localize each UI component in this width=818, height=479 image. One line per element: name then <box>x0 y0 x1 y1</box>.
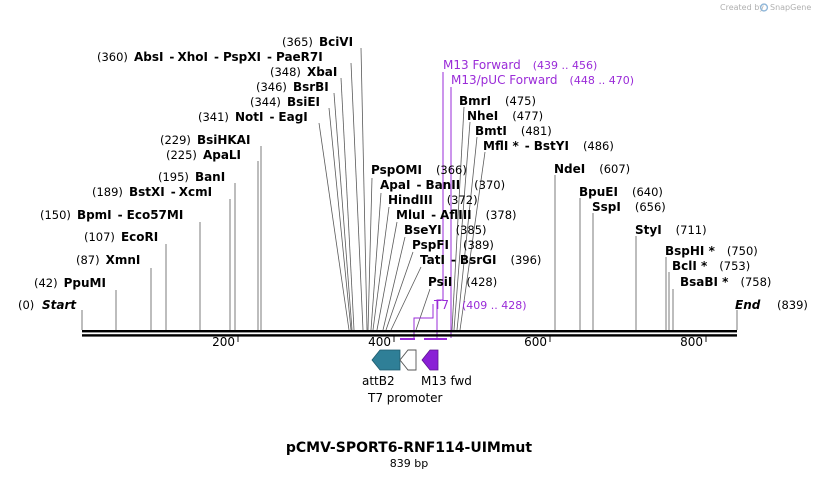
site-xmni[interactable]: (87) XmnI <box>76 253 140 267</box>
line-mlui <box>376 221 398 331</box>
primer-m13-forward[interactable]: M13 Forward (439 .. 456) <box>443 58 597 72</box>
site-apali[interactable]: (225) ApaLI <box>166 148 241 162</box>
site-ndei[interactable]: NdeI (607) <box>554 162 630 176</box>
site-bcivi[interactable]: (365) BciVI <box>282 35 353 49</box>
feature-m13-fwd-arrow[interactable] <box>421 349 439 371</box>
tick-800: 800 <box>680 335 703 349</box>
primer-t7[interactable]: T7 (409 .. 428) <box>433 298 527 312</box>
line-bmti <box>456 136 478 331</box>
line-bsiei <box>328 107 352 331</box>
site-noti[interactable]: (341) NotI - EagI <box>198 110 308 124</box>
end-label: End <box>735 298 761 312</box>
site-bani[interactable]: (195) BanI <box>158 170 225 184</box>
line-pspomi <box>367 177 373 331</box>
line-apai <box>370 192 382 331</box>
site-bpuei[interactable]: BpuEI (640) <box>579 185 663 199</box>
site-bpmi[interactable]: (150) BpmI - Eco57MI <box>40 208 183 222</box>
end-position: (839) <box>777 298 808 312</box>
map-title: pCMV-SPORT6-RNF114-UIMmut <box>286 440 533 456</box>
feature-attb2-arrow[interactable] <box>371 349 401 371</box>
feature-t7-promoter-arrow[interactable] <box>399 349 417 371</box>
line-pspfi <box>385 251 414 331</box>
tick-400: 400 <box>368 335 391 349</box>
credit-brand: SnapGene <box>770 3 811 12</box>
snapgene-credit: Created by SnapGene <box>720 3 811 12</box>
site-bsrbi[interactable]: (346) BsrBI <box>256 80 329 94</box>
primer-labels: M13 Forward (439 .. 456) M13/pUC Forward(… <box>433 58 634 312</box>
site-sspi[interactable]: SspI (656) <box>592 200 666 214</box>
start-label: Start <box>42 298 77 312</box>
start-position: (0) <box>18 298 34 312</box>
site-pspfi[interactable]: PspFI (389) <box>412 238 494 252</box>
primer-line-m13-forward <box>436 72 444 338</box>
site-hindiii[interactable]: HindIII (372) <box>388 193 478 207</box>
primer-line-t7 <box>413 304 434 338</box>
ruler-labels: 200 400 600 800 <box>212 335 703 349</box>
tick-600: 600 <box>524 335 547 349</box>
site-bsiei[interactable]: (344) BsiEI <box>250 95 320 109</box>
site-xbai[interactable]: (348) XbaI <box>270 65 337 79</box>
features: attB2 M13 fwd T7 promoter <box>362 349 472 405</box>
snapgene-logo-icon <box>759 3 769 12</box>
map-ends: (0) Start End (839) <box>18 298 808 312</box>
site-mlui[interactable]: MluI - AflIII (378) <box>396 208 517 222</box>
tick-200: 200 <box>212 335 235 349</box>
site-apai[interactable]: ApaI - BanII (370) <box>380 178 505 192</box>
line-bcivi <box>360 47 368 331</box>
site-bmti[interactable]: BmtI (481) <box>475 124 552 138</box>
ruler-ticks <box>237 336 707 342</box>
site-bmri[interactable]: BmrI (475) <box>459 94 536 108</box>
site-ecori[interactable]: (107) EcoRI <box>84 230 158 244</box>
site-nhei[interactable]: NheI (477) <box>467 109 543 123</box>
line-nhei <box>453 121 471 331</box>
site-bseyi[interactable]: BseYI (385) <box>404 223 487 237</box>
site-bsihkai[interactable]: (229) BsiHKAI <box>160 133 250 147</box>
line-hindiii <box>372 206 390 331</box>
site-bstxi[interactable]: (189) BstXI - XcmI <box>92 185 212 199</box>
line-xbai <box>340 77 355 331</box>
site-bsabi[interactable]: BsaBI * (758) <box>680 275 771 289</box>
bottom-strand <box>82 334 737 337</box>
enzyme-labels: (42) PpuMI (87) XmnI (107) EcoRI (150) BpmI -… <box>34 35 771 290</box>
site-psii[interactable]: PsiI (428) <box>428 275 497 289</box>
line-bsrbi <box>333 92 353 331</box>
site-tati[interactable]: TatI - BsrGI (396) <box>420 253 541 267</box>
line-mfli <box>459 151 486 331</box>
site-absi[interactable]: (360) AbsI - XhoI - PspXI - PaeR7I <box>97 50 323 64</box>
feature-t7-promoter-label: T7 promoter <box>367 391 443 405</box>
top-strand <box>82 330 737 333</box>
site-ppumi[interactable]: (42) PpuMI <box>34 276 106 290</box>
credit-prefix: Created by <box>720 3 764 12</box>
primer-lines <box>413 72 452 338</box>
site-styi[interactable]: StyI (711) <box>635 223 707 237</box>
line-bmri <box>451 106 465 331</box>
cut-site-lines <box>81 47 738 331</box>
feature-attb2-label: attB2 <box>362 374 395 388</box>
primer-m13-puc-forward[interactable]: M13/pUC Forward (448 .. 470) <box>451 73 634 87</box>
site-bsphi[interactable]: BspHI * (750) <box>665 244 758 258</box>
site-mfli[interactable]: MflI * - BstYI (486) <box>483 139 614 153</box>
sequence-backbone <box>82 330 737 337</box>
site-bcli[interactable]: BclI * (753) <box>672 259 750 273</box>
line-tati <box>390 266 422 331</box>
site-pspomi[interactable]: PspOMI (366) <box>371 163 467 177</box>
line-psii <box>415 288 431 331</box>
map-length: 839 bp <box>390 457 428 470</box>
line-absi <box>350 62 364 331</box>
line-bseyi <box>382 236 406 331</box>
line-noti <box>318 122 350 331</box>
feature-m13-fwd-label: M13 fwd <box>421 374 472 388</box>
